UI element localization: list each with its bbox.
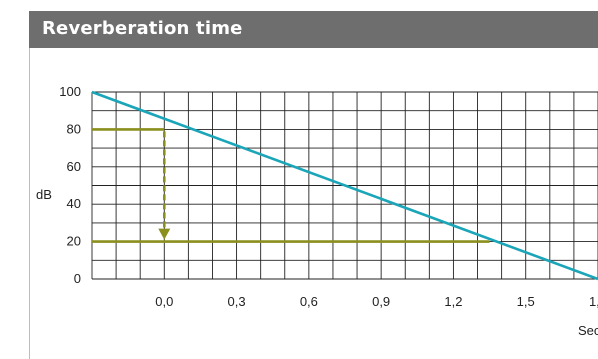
panel-title: Reverberation time (42, 18, 243, 39)
decay-markers (92, 128, 490, 243)
y-tick-label: 0 (74, 271, 81, 286)
panel-border (29, 48, 30, 359)
y-axis-label: dB (36, 187, 52, 202)
y-tick-label: 60 (67, 159, 81, 174)
y-tick-label: 100 (59, 84, 81, 99)
decay-line (91, 90, 598, 281)
x-tick-label: 0,3 (228, 294, 246, 309)
y-tick-label: 80 (67, 121, 81, 136)
x-axis-label: Sec (578, 323, 598, 338)
x-tick-label: 0,0 (155, 294, 173, 309)
panel-header: Reverberation time (29, 11, 598, 48)
x-tick-label: 1,8 (589, 294, 598, 309)
chart-ticks: 0 20 40 60 80 100 0,0 0,3 0,6 0,9 1,2 1,5 1,8 (59, 84, 598, 309)
x-tick-label: 0,6 (300, 294, 318, 309)
decay-arrow-head (158, 228, 171, 240)
x-tick-label: 0,9 (372, 294, 390, 309)
x-tick-label: 1,2 (444, 294, 462, 309)
y-tick-label: 20 (67, 234, 81, 249)
y-tick-label: 40 (67, 196, 81, 211)
x-tick-label: 1,5 (517, 294, 535, 309)
chart-series (91, 90, 598, 281)
